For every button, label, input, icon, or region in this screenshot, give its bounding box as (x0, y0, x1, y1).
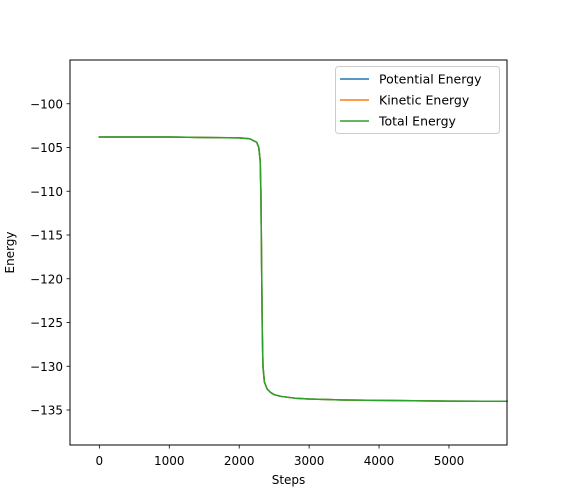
legend-frame (335, 66, 500, 134)
series-line-2 (98, 136, 508, 402)
x-tick-label: 3000 (294, 454, 325, 468)
y-tick-label: −130 (30, 360, 63, 374)
x-tick-label: 1000 (154, 454, 185, 468)
y-axis: −100 −105 −110 −115 −120 −125 −130 −135 (30, 97, 70, 418)
x-tick-label: 2000 (224, 454, 255, 468)
series-layer (98, 136, 508, 402)
y-tick-label: −120 (30, 272, 63, 286)
x-axis-label: Steps (272, 473, 306, 487)
legend-label-0: Potential Energy (379, 72, 482, 87)
x-tick-label: 4000 (364, 454, 395, 468)
legend-label-2: Total Energy (378, 114, 457, 129)
y-tick-label: −100 (30, 97, 63, 111)
x-tick-label: 5000 (434, 454, 465, 468)
y-tick-label: −125 (30, 316, 63, 330)
x-axis: 0 1000 2000 3000 4000 5000 (96, 445, 465, 468)
legend: Potential Energy Kinetic Energy Total Ener… (335, 66, 500, 134)
y-tick-label: −105 (30, 141, 63, 155)
y-axis-label: Energy (3, 231, 17, 273)
legend-label-1: Kinetic Energy (379, 93, 470, 108)
plot-frame (69, 59, 508, 446)
y-tick-label: −110 (30, 185, 63, 199)
y-tick-label: −115 (30, 229, 63, 243)
legend-items: Potential Energy Kinetic Energy Total Ener… (340, 72, 482, 129)
y-tick-label: −135 (30, 404, 63, 418)
x-tick-label: 0 (96, 454, 104, 468)
